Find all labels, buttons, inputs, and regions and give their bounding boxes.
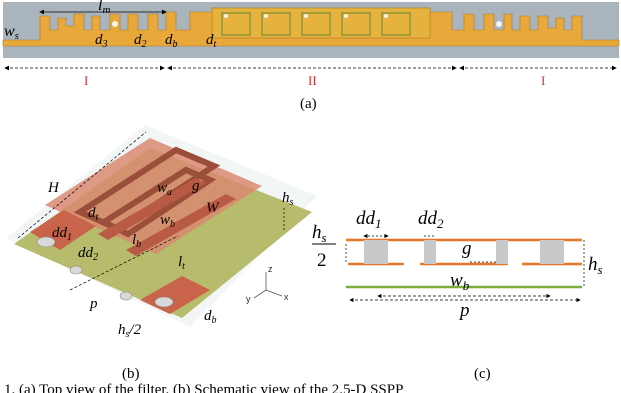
db-label: db [165,32,178,50]
strip-lt [126,194,236,256]
via-b3 [119,291,133,301]
dd1-label-b: dd1 [52,225,72,243]
slot-via-4 [344,14,348,18]
p-dimension [69,235,179,291]
via-c2 [424,240,436,264]
dt-label: dt [206,32,217,50]
via-c3 [496,240,508,264]
via [496,21,502,27]
section-ii-slots [221,12,411,36]
ws-label: ws [4,23,19,42]
caption-b: (b) [122,366,140,382]
slot-via-1 [224,14,228,18]
slot-1 [221,12,251,36]
strip-lb [98,178,206,240]
g-label-b: g [192,178,200,194]
via [112,21,118,27]
db-label-b: db [204,308,217,326]
slot-via-5 [384,14,388,18]
axis-y-label: y [246,294,251,304]
wa-label: wa [157,180,172,198]
d3-label: d3 [95,32,108,50]
section-label-ii: II [308,73,317,88]
lb-label: lb [132,232,141,250]
g-label-c: g [462,238,472,259]
H-dimension [17,131,147,239]
lm-label: lm [98,0,110,16]
half-label-c: 2 [317,250,327,271]
via-b4 [154,296,174,308]
section-label-i-left: I [84,73,88,88]
hs2-label: hs/2 [118,322,142,340]
hs-label-c: hs [312,222,327,245]
wb-label-b: wb [160,212,175,230]
axis-x-label: x [284,292,289,302]
d2-label: d2 [134,32,147,50]
dd1-label-c: dd1 [356,208,382,231]
wb-label-c: wb [450,270,470,293]
slot-2 [261,12,291,36]
caption-c: (c) [474,366,491,382]
panel-b-schematic-view: H dt wa g W wb dd1 dd2 lb lt p hs/2 db h… [6,125,317,382]
H-label: H [47,180,60,196]
lt-label: lt [178,254,185,272]
figure-caption-line: 1. (a) Top view of the filter. (b) Schem… [4,382,403,393]
slot-3 [301,12,331,36]
panel-c-cross-section: hs 2 dd1 dd2 g wb p hs (c) [312,208,603,382]
hs-label-b: hs [282,190,294,208]
panel-a-top-view: lm ws d3 d2 db dt I II I (a) [2,0,620,112]
p-label-c: p [458,300,470,321]
slot-5 [381,12,411,36]
axis-z-label: z [268,264,273,274]
slot-via-2 [264,14,268,18]
axes-triad: z y x [246,264,289,304]
dd2-label-b: dd2 [78,245,98,263]
via-b1 [36,236,56,248]
dt-label-b: dt [88,205,99,223]
via-b2 [69,265,83,275]
slot-via-3 [304,14,308,18]
hs-right-label-c: hs [588,254,603,277]
W-label: W [206,200,220,216]
via-c1 [364,240,388,264]
dd2-label-c: dd2 [418,208,444,231]
caption-a: (a) [300,96,317,112]
slot-4 [341,12,371,36]
section-label-i-right: I [541,73,545,88]
via-c4 [540,240,564,264]
p-label-b: p [89,296,98,312]
